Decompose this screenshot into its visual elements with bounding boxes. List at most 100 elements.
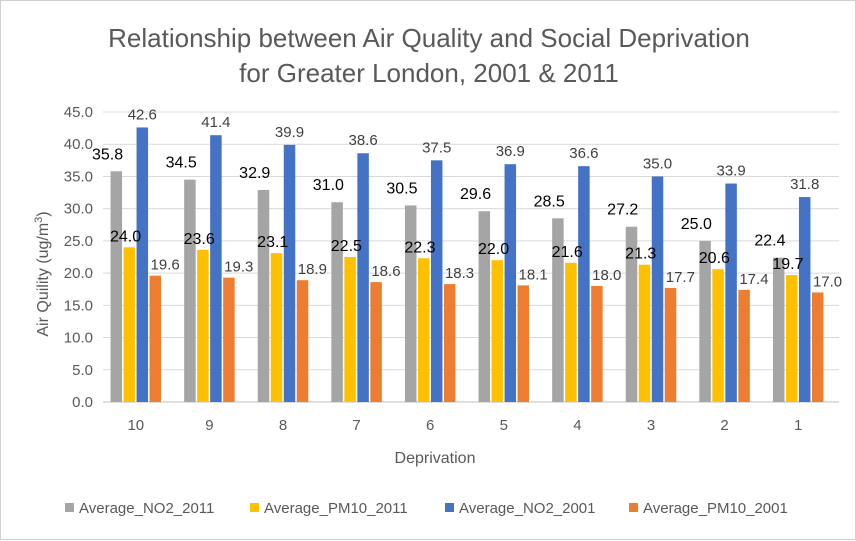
- x-tick-label: 9: [205, 417, 213, 434]
- bar-average-pm10-2011: [639, 265, 651, 402]
- bar-average-no2-2011: [405, 205, 417, 402]
- data-label: 39.9: [275, 124, 304, 141]
- data-label: 35.8: [92, 146, 123, 163]
- bar-average-no2-2011: [258, 190, 270, 402]
- y-tick-label: 5.0: [72, 362, 93, 379]
- bar-average-pm10-2011: [197, 250, 209, 402]
- legend-swatch: [629, 503, 638, 512]
- y-tick-label: 25.0: [64, 233, 93, 250]
- y-tick-label: 0.0: [72, 394, 93, 411]
- data-label: 32.9: [239, 165, 270, 182]
- x-tick-label: 4: [573, 417, 581, 434]
- x-tick-label: 3: [647, 417, 655, 434]
- legend-label: Average_PM10_2011: [264, 500, 408, 517]
- data-label: 18.1: [519, 266, 548, 283]
- bar-average-pm10-2001: [591, 286, 603, 402]
- bar-average-pm10-2001: [297, 280, 309, 402]
- bar-average-no2-2011: [479, 211, 491, 402]
- data-label: 22.4: [754, 233, 785, 250]
- y-tick-label: 35.0: [64, 168, 93, 185]
- data-label: 28.5: [534, 193, 565, 210]
- bar-average-no2-2011: [773, 258, 785, 402]
- bar-average-pm10-2011: [565, 263, 577, 402]
- bar-average-pm10-2011: [418, 258, 430, 402]
- data-label: 35.0: [643, 155, 672, 172]
- data-label: 31.0: [313, 177, 344, 194]
- bar-average-no2-2001: [799, 197, 811, 402]
- x-tick-label: 7: [352, 417, 360, 434]
- bar-average-pm10-2011: [712, 269, 724, 402]
- bar-average-pm10-2001: [370, 282, 382, 402]
- data-label: 38.6: [348, 132, 377, 149]
- data-label: 24.0: [110, 228, 141, 245]
- data-label: 36.6: [569, 145, 598, 162]
- data-label: 17.7: [666, 269, 695, 286]
- bar-average-pm10-2011: [492, 260, 504, 402]
- legend: Average_NO2_2011 Average_PM10_2011 Average…: [65, 500, 788, 517]
- bar-average-pm10-2001: [223, 278, 235, 402]
- x-axis-ticks: 10 9 8 7 6 5 4 3 2 1: [127, 417, 802, 434]
- bar-average-pm10-2001: [812, 292, 824, 402]
- data-label: 29.6: [460, 186, 491, 203]
- y-tick-label: 30.0: [64, 201, 93, 218]
- y-tick-label: 10.0: [64, 330, 93, 347]
- bar-average-no2-2001: [137, 127, 149, 402]
- legend-swatch: [65, 503, 74, 512]
- legend-label: Average_NO2_2011: [79, 500, 214, 517]
- bar-average-pm10-2001: [444, 284, 456, 402]
- data-label: 18.3: [445, 265, 474, 282]
- bar-average-pm10-2001: [518, 285, 530, 402]
- y-tick-label: 40.0: [64, 136, 93, 153]
- x-axis-title: Deprivation: [395, 450, 476, 467]
- legend-label: Average_PM10_2001: [643, 500, 788, 517]
- y-axis-title: Air Quility (ug/m3): [33, 211, 52, 336]
- x-tick-label: 2: [720, 417, 728, 434]
- data-label: 25.0: [681, 216, 712, 233]
- data-label: 27.2: [607, 202, 638, 219]
- data-label: 17.4: [739, 271, 768, 288]
- x-tick-label: 10: [127, 417, 144, 434]
- y-axis-title-text: Air Quility (ug/m: [35, 223, 52, 337]
- chart-title-line-1: Relationship between Air Quality and Soc…: [108, 23, 750, 53]
- y-tick-label: 45.0: [64, 104, 93, 121]
- data-label: 36.9: [496, 143, 525, 160]
- data-label: 19.6: [151, 257, 180, 274]
- y-axis-title-suffix: ): [35, 211, 52, 216]
- legend-swatch: [250, 503, 259, 512]
- x-tick-label: 1: [794, 417, 802, 434]
- data-label: 23.1: [257, 234, 288, 251]
- data-label: 37.5: [422, 139, 451, 156]
- bar-average-no2-2001: [284, 145, 296, 402]
- y-tick-label: 15.0: [64, 297, 93, 314]
- data-label: 18.0: [592, 267, 621, 284]
- bar-average-no2-2011: [184, 180, 196, 402]
- bar-average-no2-2001: [357, 153, 369, 402]
- bar-average-no2-2001: [578, 166, 590, 402]
- data-label: 20.6: [699, 250, 730, 267]
- data-label: 41.4: [201, 114, 230, 131]
- data-label: 34.5: [166, 155, 197, 172]
- data-label: 21.6: [552, 244, 583, 261]
- data-label: 22.5: [331, 238, 362, 255]
- data-label: 33.9: [716, 163, 745, 180]
- x-tick-label: 5: [500, 417, 508, 434]
- bar-average-pm10-2001: [738, 290, 750, 402]
- data-label: 18.9: [298, 261, 327, 278]
- bar-average-no2-2001: [210, 135, 222, 402]
- data-label: 19.3: [224, 259, 253, 276]
- x-tick-label: 6: [426, 417, 434, 434]
- data-label: 18.6: [371, 263, 400, 280]
- legend-swatch: [445, 503, 454, 512]
- bar-average-pm10-2001: [150, 276, 162, 402]
- data-label: 30.5: [386, 180, 417, 197]
- y-axis-ticks: 0.05.010.015.020.025.030.035.040.045.0: [64, 104, 93, 411]
- data-label: 17.0: [813, 273, 842, 290]
- bar-average-no2-2011: [331, 202, 343, 402]
- bar-average-no2-2001: [652, 176, 664, 402]
- bar-average-pm10-2011: [344, 257, 356, 402]
- data-label: 19.7: [772, 256, 803, 273]
- bar-average-pm10-2011: [786, 275, 798, 402]
- chart-title-line-2: for Greater London, 2001 & 2011: [239, 58, 619, 88]
- bar-average-pm10-2001: [665, 288, 677, 402]
